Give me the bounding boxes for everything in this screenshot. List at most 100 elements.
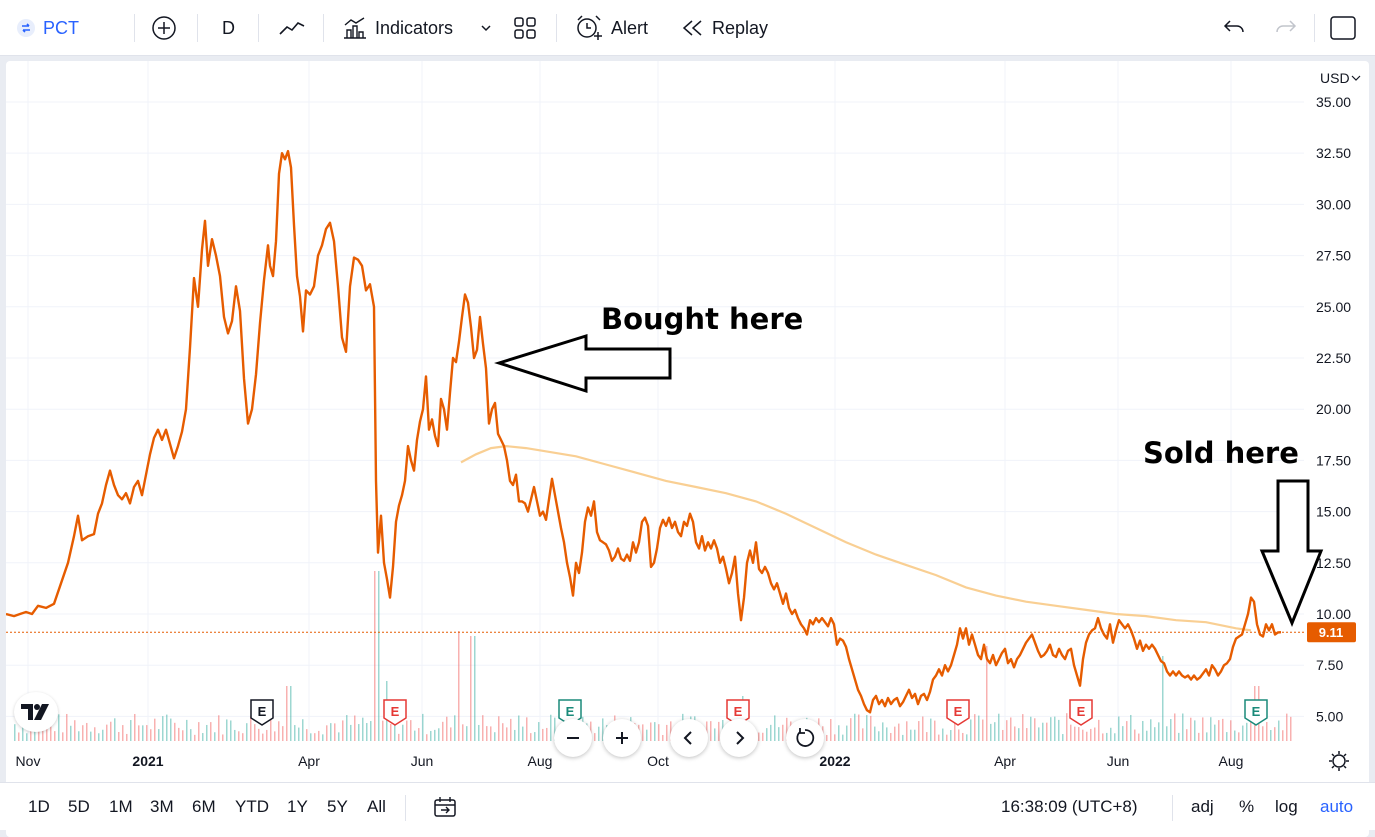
volume-bar <box>50 722 52 741</box>
volume-bar <box>418 728 420 741</box>
reset-chart-button[interactable] <box>786 719 824 757</box>
range-5y-button[interactable]: 5Y <box>327 797 348 816</box>
time-tick-label[interactable]: Jun <box>411 753 434 769</box>
earnings-marker[interactable]: E <box>250 699 274 726</box>
earnings-marker-label: E <box>1077 704 1086 719</box>
volume-bar <box>170 718 172 741</box>
range-1y-button[interactable]: 1Y <box>287 797 308 816</box>
volume-bar <box>282 726 284 741</box>
time-axis[interactable]: Nov 2021 Apr Jun Aug Oct 2022 Apr Jun Aug <box>16 753 1244 769</box>
undo-button[interactable] <box>1222 10 1246 46</box>
price-tick-label[interactable]: 27.50 <box>1316 248 1351 264</box>
range-6m-button[interactable]: 6M <box>192 797 216 816</box>
range-all-button[interactable]: All <box>367 797 386 816</box>
zoom-out-button[interactable] <box>554 719 592 757</box>
volume-bar <box>1034 718 1036 741</box>
volume-bar <box>286 686 288 741</box>
volume-bar <box>422 713 424 741</box>
toolbar-divider <box>134 14 135 42</box>
volume-bar <box>222 734 224 741</box>
bought-here-label: Bought here <box>601 302 803 336</box>
volume-bar <box>938 734 940 741</box>
fullscreen-button[interactable] <box>1329 10 1357 46</box>
range-1d-button[interactable]: 1D <box>28 797 50 816</box>
price-tick-label[interactable]: 30.00 <box>1316 196 1351 212</box>
price-tick-label[interactable]: 32.50 <box>1316 145 1351 161</box>
chart-settings-gear-icon[interactable] <box>1329 751 1349 771</box>
top-toolbar: PCT D Indicators <box>0 0 1375 56</box>
auto-scale-toggle[interactable]: auto <box>1320 797 1354 816</box>
price-tick-label[interactable]: 5.00 <box>1316 708 1343 724</box>
time-tick-label[interactable]: Apr <box>994 753 1016 769</box>
price-tick-label[interactable]: 7.50 <box>1316 657 1343 673</box>
earnings-marker[interactable]: E <box>1244 699 1268 726</box>
alert-button[interactable]: Alert <box>574 10 648 46</box>
earnings-marker-label: E <box>734 704 743 719</box>
volume-bar <box>194 734 196 741</box>
time-tick-label[interactable]: Nov <box>16 753 41 769</box>
range-1m-button[interactable]: 1M <box>109 797 133 816</box>
tradingview-logo[interactable] <box>14 692 58 732</box>
indicators-dropdown-button[interactable] <box>479 10 493 46</box>
currency-chevron-icon[interactable] <box>1351 75 1361 81</box>
indicators-button[interactable]: Indicators <box>342 10 453 46</box>
price-tick-label[interactable]: 15.00 <box>1316 504 1351 520</box>
time-tick-label[interactable]: Aug <box>528 753 553 769</box>
volume-bar <box>658 724 660 741</box>
volume-bar <box>962 732 964 741</box>
price-tick-label[interactable]: 17.50 <box>1316 452 1351 468</box>
compare-add-button[interactable] <box>150 10 178 46</box>
reset-rotate-icon <box>796 728 815 747</box>
earnings-marker[interactable]: E <box>946 699 970 726</box>
price-tick-label[interactable]: 22.50 <box>1316 350 1351 366</box>
replay-button[interactable]: Replay <box>681 10 768 46</box>
volume-bar <box>278 721 280 741</box>
volume-bar <box>434 729 436 741</box>
volume-bar <box>26 733 28 741</box>
log-scale-toggle[interactable]: log <box>1275 797 1298 816</box>
time-tick-label[interactable]: Apr <box>298 753 320 769</box>
bottom-divider <box>1172 795 1173 821</box>
interval-button[interactable]: D <box>222 10 235 46</box>
range-ytd-button[interactable]: YTD <box>235 797 269 816</box>
price-axis[interactable]: USD 35.00 32.50 30.00 27.50 25.00 22.50 20.00 1… <box>1316 70 1361 724</box>
timezone-clock[interactable]: 16:38:09 (UTC+8) <box>1001 797 1138 816</box>
redo-button[interactable] <box>1274 10 1298 46</box>
time-tick-label[interactable]: Jun <box>1107 753 1130 769</box>
volume-bar <box>942 728 944 741</box>
volume-bar <box>162 716 164 741</box>
layout-button[interactable] <box>513 10 537 46</box>
price-tick-label[interactable]: 10.00 <box>1316 606 1351 622</box>
volume-bar <box>390 723 392 741</box>
percent-scale-toggle[interactable]: % <box>1239 797 1255 816</box>
volume-bar <box>250 716 252 741</box>
volume-bar <box>174 722 176 741</box>
price-chart[interactable]: USD 35.00 32.50 30.00 27.50 25.00 22.50 20.00 1… <box>6 61 1369 782</box>
range-5d-button[interactable]: 5D <box>68 797 90 816</box>
earnings-marker[interactable]: E <box>383 699 407 726</box>
scroll-right-button[interactable] <box>720 719 758 757</box>
zoom-in-button[interactable] <box>603 719 641 757</box>
scroll-left-button[interactable] <box>670 719 708 757</box>
price-tick-label[interactable]: 12.50 <box>1316 555 1351 571</box>
earnings-marker[interactable]: E <box>1069 699 1093 726</box>
chart-style-button[interactable] <box>278 10 306 46</box>
volume-bar <box>490 726 492 741</box>
symbol-search-button[interactable]: PCT <box>16 10 79 46</box>
adjust-toggle[interactable]: adj <box>1191 797 1214 816</box>
volume-bar <box>202 733 204 741</box>
price-tick-label[interactable]: 25.00 <box>1316 299 1351 315</box>
range-3m-button[interactable]: 3M <box>150 797 174 816</box>
chart-pane[interactable]: USD 35.00 32.50 30.00 27.50 25.00 22.50 20.00 1… <box>6 61 1369 837</box>
date-range-calendar-icon[interactable] <box>433 796 457 818</box>
time-tick-label[interactable]: Oct <box>647 753 669 769</box>
volume-bar <box>398 733 400 741</box>
time-tick-label[interactable]: Aug <box>1219 753 1244 769</box>
time-tick-label[interactable]: 2022 <box>819 753 850 769</box>
currency-label[interactable]: USD <box>1320 70 1350 86</box>
time-tick-label[interactable]: 2021 <box>132 753 163 769</box>
price-tick-label[interactable]: 20.00 <box>1316 401 1351 417</box>
price-tick-label[interactable]: 35.00 <box>1316 94 1351 110</box>
plus-circle-icon <box>152 16 176 40</box>
